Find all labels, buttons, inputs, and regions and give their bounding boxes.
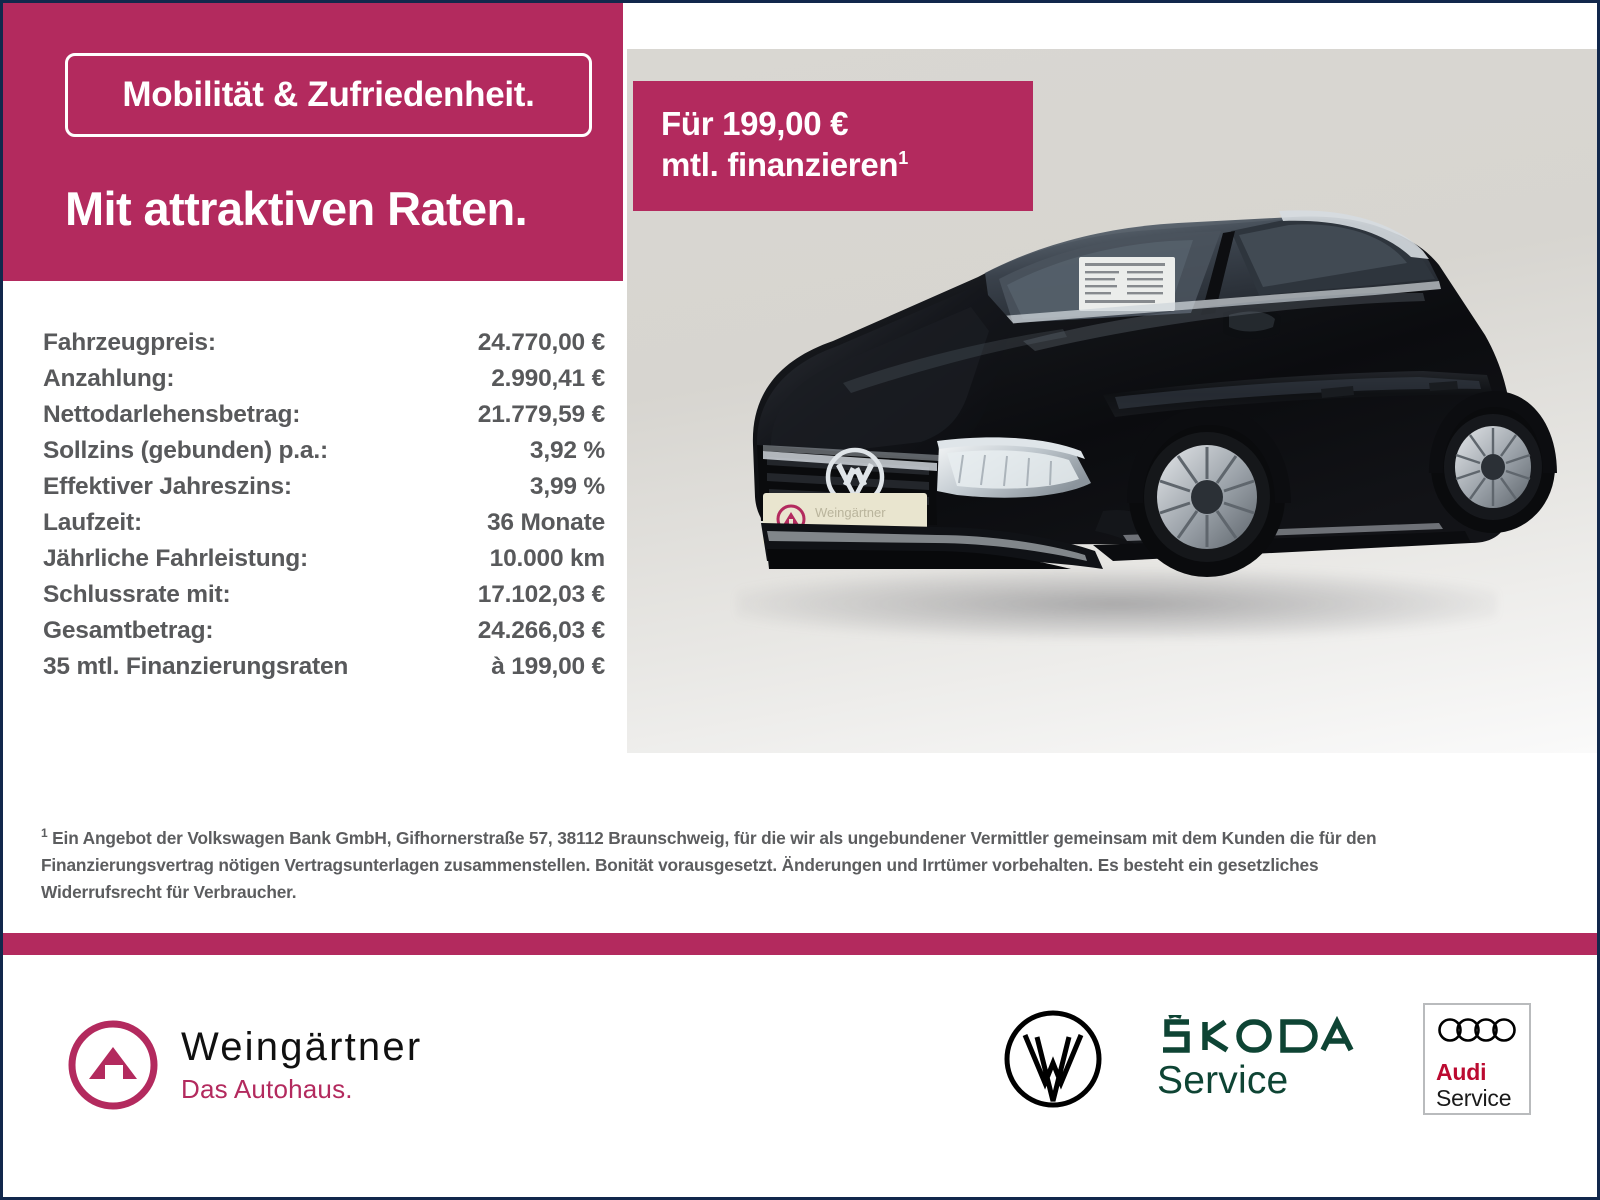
hero-headline: Mit attraktiven Raten.	[65, 182, 528, 235]
row-value: à 199,00 €	[491, 653, 605, 680]
row-value: 10.000 km	[489, 545, 606, 572]
table-row: Anzahlung: 2.990,41 €	[43, 365, 605, 401]
price-badge-line1: Für 199,00 €	[661, 105, 849, 142]
audi-service-logo: Audi Service	[1423, 1003, 1531, 1115]
hero-slogan-label: Mobilität & Zufriedenheit.	[122, 75, 535, 114]
row-label: Effektiver Jahreszins:	[43, 473, 292, 500]
row-label: Nettodarlehensbetrag:	[43, 401, 301, 428]
table-row: Effektiver Jahreszins: 3,99 %	[43, 473, 605, 509]
vehicle-photo: Weingärtner Das Autohaus.	[627, 49, 1597, 753]
row-value: 17.102,03 €	[477, 581, 605, 608]
vehicle-illustration: Weingärtner Das Autohaus.	[723, 145, 1583, 615]
table-row: Sollzins (gebunden) p.a.: 3,92 %	[43, 437, 605, 473]
disclaimer-footnote-mark: 1	[41, 826, 48, 841]
legal-disclaimer: 1 Ein Angebot der Volkswagen Bank GmbH, …	[41, 825, 1441, 905]
dealer-name: Weingärtner	[181, 1024, 423, 1069]
row-value: 24.770,00 €	[477, 329, 605, 356]
row-label: Fahrzeugpreis:	[43, 329, 216, 356]
skoda-service-logo: Service	[1157, 1015, 1371, 1103]
row-label: Laufzeit:	[43, 509, 142, 536]
table-row: Fahrzeugpreis: 24.770,00 €	[43, 329, 605, 365]
disclaimer-text: Ein Angebot der Volkswagen Bank GmbH, Gi…	[41, 828, 1377, 902]
price-badge: Für 199,00 € mtl. finanzieren1	[633, 81, 1033, 211]
row-label: Anzahlung:	[43, 365, 175, 392]
skoda-service-label: Service	[1157, 1059, 1289, 1102]
row-value: 3,99 %	[529, 473, 605, 500]
audi-service-label: Service	[1436, 1085, 1512, 1111]
audi-rings-icon	[1436, 1017, 1520, 1043]
row-label: Schlussrate mit:	[43, 581, 231, 608]
hero-banner: Mobilität & Zufriedenheit. Mit attraktiv…	[3, 3, 623, 281]
table-row: Nettodarlehensbetrag: 21.779,59 €	[43, 401, 605, 437]
row-label: Gesamtbetrag:	[43, 617, 214, 644]
price-badge-footnote-mark: 1	[898, 148, 908, 169]
table-row: Gesamtbetrag: 24.266,03 €	[43, 617, 605, 653]
table-row: Schlussrate mit: 17.102,03 €	[43, 581, 605, 617]
row-label: 35 mtl. Finanzierungsraten	[43, 653, 349, 680]
row-value: 36 Monate	[486, 509, 605, 536]
volkswagen-logo-icon	[1001, 1007, 1105, 1111]
dealer-tagline: Das Autohaus.	[181, 1073, 353, 1104]
row-label: Sollzins (gebunden) p.a.:	[43, 437, 328, 464]
brand-logo-strip: Service Audi Service	[1001, 1003, 1531, 1115]
financing-details-table: Fahrzeugpreis: 24.770,00 € Anzahlung: 2.…	[43, 329, 605, 689]
dealer-wordmark: Weingärtner Das Autohaus.	[181, 1026, 422, 1105]
table-row: Jährliche Fahrleistung: 10.000 km	[43, 545, 605, 581]
row-value: 3,92 %	[529, 437, 605, 464]
footer: Weingärtner Das Autohaus.	[3, 955, 1597, 1197]
svg-text:Weingärtner: Weingärtner	[815, 505, 886, 520]
weingaertner-mark-icon	[65, 1017, 161, 1113]
row-value: 21.779,59 €	[477, 401, 605, 428]
vehicle-ground-shadow	[737, 569, 1497, 639]
price-badge-line2: mtl. finanzieren1	[661, 144, 1033, 185]
row-value: 24.266,03 €	[477, 617, 605, 644]
table-row: Laufzeit: 36 Monate	[43, 509, 605, 545]
skoda-wordmark-icon	[1157, 1015, 1371, 1057]
dealer-logo: Weingärtner Das Autohaus.	[65, 1017, 422, 1113]
row-label: Jährliche Fahrleistung:	[43, 545, 308, 572]
hero-slogan-box: Mobilität & Zufriedenheit.	[65, 53, 592, 137]
price-badge-line2-text: mtl. finanzieren	[661, 146, 899, 184]
table-row: 35 mtl. Finanzierungsraten à 199,00 €	[43, 653, 605, 689]
audi-brand-label: Audi	[1436, 1059, 1487, 1085]
magenta-divider-bar	[3, 933, 1597, 955]
row-value: 2.990,41 €	[491, 365, 605, 392]
